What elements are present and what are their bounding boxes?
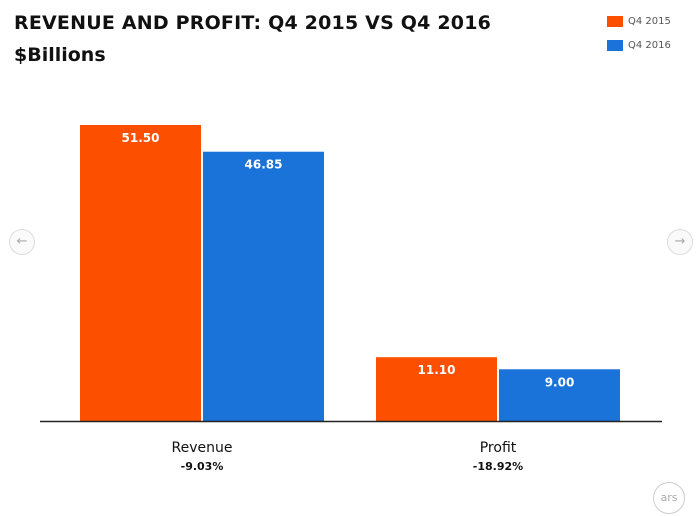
legend-item-q4-2015: Q4 2015: [607, 12, 671, 30]
ars-logo: ars: [653, 482, 685, 514]
category-label-revenue: Revenue: [172, 440, 233, 456]
next-arrow-icon[interactable]: →: [667, 229, 693, 255]
legend-swatch-q4-2015: [607, 15, 623, 27]
previous-arrow-icon[interactable]: ←: [9, 229, 35, 255]
data-label-profit-q4-2016: 9.00: [545, 375, 575, 389]
chart-title: REVENUE AND PROFIT: Q4 2015 VS Q4 2016: [14, 12, 492, 34]
category-change-profit: -18.92%: [473, 460, 523, 473]
bar-profit-q4-2016: [499, 369, 620, 421]
legend-swatch-q4-2016: [607, 39, 623, 51]
chart-subtitle: $Billions: [14, 44, 106, 66]
bar-profit-q4-2015: [376, 357, 497, 421]
category-change-revenue: -9.03%: [181, 460, 224, 473]
category-label-profit: Profit: [480, 440, 517, 456]
bar-revenue-q4-2016: [203, 151, 324, 422]
bar-revenue-q4-2015: [80, 125, 201, 421]
data-label-profit-q4-2015: 11.10: [418, 363, 456, 377]
legend-label-q4-2015: Q4 2015: [628, 15, 671, 27]
chart-legend: Q4 2015 Q4 2016: [607, 12, 671, 60]
data-label-revenue-q4-2016: 46.85: [245, 158, 283, 172]
legend-item-q4-2016: Q4 2016: [607, 36, 671, 54]
legend-label-q4-2016: Q4 2016: [628, 39, 671, 51]
data-label-revenue-q4-2015: 51.50: [122, 131, 160, 145]
